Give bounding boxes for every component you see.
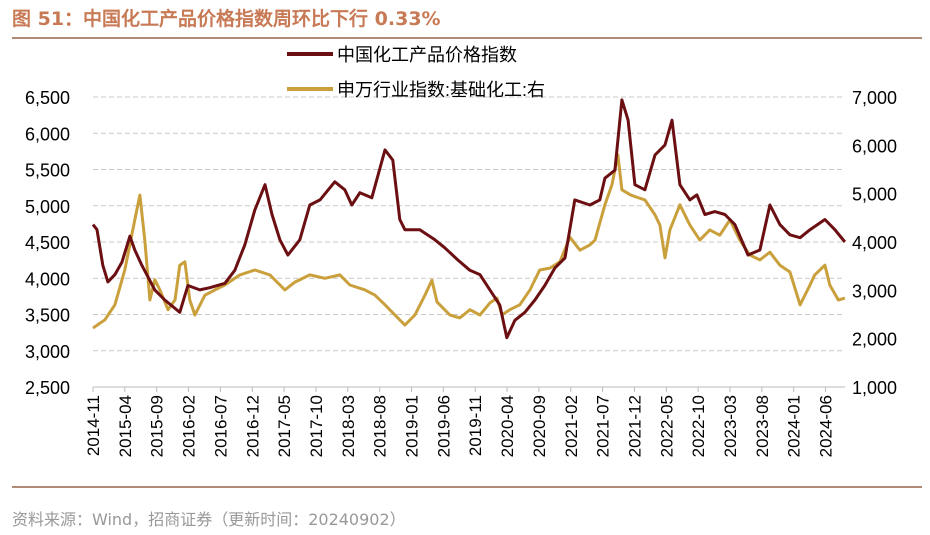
x-tick-label: 2021-07 (594, 395, 613, 457)
y-right-tick-label: 7,000 (852, 88, 897, 108)
x-tick-label: 2023-03 (721, 395, 740, 457)
y-left-tick-label: 3,000 (25, 342, 70, 362)
x-tick-label: 2016-07 (211, 395, 230, 457)
y-right-tick-label: 6,000 (852, 136, 897, 156)
y-right-tick-label: 5,000 (852, 185, 897, 205)
y-left-tick-label: 5,500 (25, 161, 70, 181)
x-tick-label: 2024-06 (817, 395, 836, 457)
y-left-tick-label: 5,000 (25, 197, 70, 217)
x-tick-label: 2016-12 (243, 395, 262, 457)
y-right-tick-label: 3,000 (852, 281, 897, 301)
x-tick-label: 2019-11 (466, 395, 485, 456)
x-tick-label: 2023-08 (753, 395, 772, 457)
x-tick-label: 2022-10 (689, 395, 708, 457)
source-note: 资料来源：Wind，招商证券（更新时间：20240902） (12, 510, 406, 529)
x-tick-label: 2019-01 (403, 395, 422, 457)
legend-label: 中国化工产品价格指数 (337, 45, 517, 65)
series-line-0 (91, 98, 847, 340)
y-right-tick-label: 1,000 (852, 378, 897, 398)
x-tick-label: 2015-04 (116, 395, 135, 457)
x-tick-label: 2021-02 (562, 395, 581, 457)
x-tick-label: 2022-05 (657, 395, 676, 457)
chart-title: 图 51：中国化工产品价格指数周环比下行 0.33% (12, 8, 441, 30)
y-left-tick-label: 4,000 (25, 269, 70, 289)
x-tick-label: 2017-05 (275, 395, 294, 457)
x-tick-label: 2020-04 (498, 395, 517, 457)
x-tick-label: 2020-09 (530, 395, 549, 457)
y-left-tick-label: 2,500 (25, 378, 70, 398)
x-tick-label: 2016-02 (180, 395, 199, 457)
x-tick-label: 2017-10 (307, 395, 326, 457)
x-tick-label: 2015-09 (148, 395, 167, 457)
x-tick-label: 2019-06 (434, 395, 453, 457)
y-left-tick-label: 3,500 (25, 306, 70, 326)
y-right-tick-label: 2,000 (852, 330, 897, 350)
y-left-tick-label: 4,500 (25, 233, 70, 253)
y-right-tick-label: 4,000 (852, 233, 897, 253)
y-left-tick-label: 6,500 (25, 88, 70, 108)
x-tick-label: 2024-01 (785, 395, 804, 457)
legend-label: 申万行业指数:基础化工:右 (337, 80, 545, 100)
y-left-tick-label: 6,000 (25, 124, 70, 144)
x-tick-label: 2021-12 (625, 395, 644, 457)
x-tick-label: 2018-03 (339, 395, 358, 457)
x-tick-label: 2018-08 (371, 395, 390, 457)
x-tick-label: 2014-11 (84, 395, 103, 456)
